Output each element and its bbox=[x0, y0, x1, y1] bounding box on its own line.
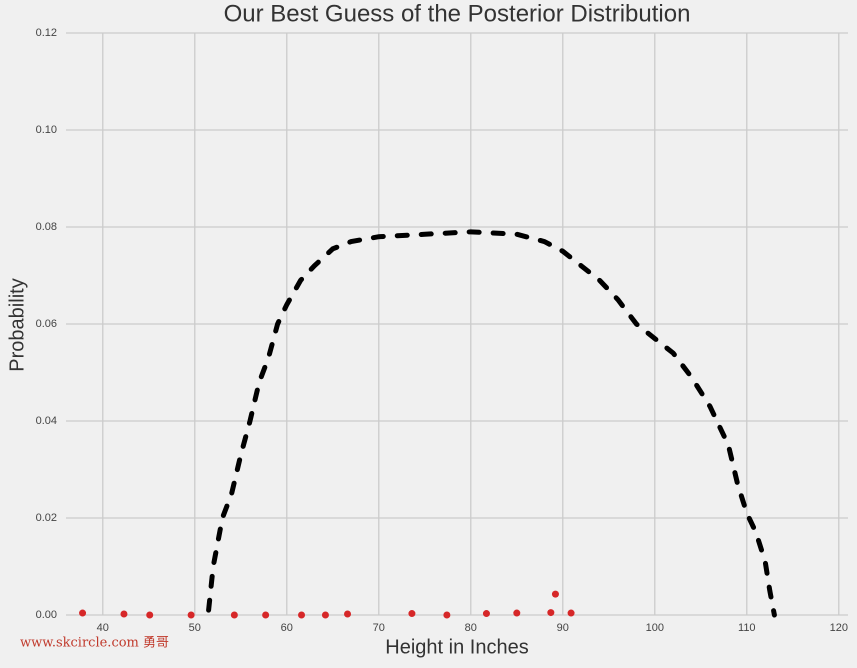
x-tick-label: 70 bbox=[373, 622, 385, 634]
data-point bbox=[567, 609, 575, 617]
data-point bbox=[120, 610, 128, 618]
y-tick-label: 0.00 bbox=[36, 609, 57, 621]
y-tick-label: 0.06 bbox=[36, 318, 57, 330]
x-tick-label: 50 bbox=[189, 622, 201, 634]
data-point bbox=[547, 609, 555, 617]
data-point bbox=[146, 611, 154, 619]
x-tick-label: 110 bbox=[738, 622, 756, 634]
data-point bbox=[482, 610, 490, 618]
data-point bbox=[79, 609, 87, 617]
y-axis-label: Probability bbox=[6, 278, 28, 371]
y-tick-label: 0.08 bbox=[36, 221, 57, 233]
x-tick-label: 120 bbox=[830, 622, 848, 634]
data-point bbox=[551, 590, 559, 598]
watermark: www.skcircle.com 勇哥 bbox=[20, 636, 169, 651]
y-tick-label: 0.10 bbox=[36, 124, 57, 136]
x-tick-label: 60 bbox=[281, 622, 293, 634]
chart-title: Our Best Guess of the Posterior Distribu… bbox=[224, 0, 691, 27]
data-point bbox=[344, 610, 352, 618]
x-tick-label: 80 bbox=[465, 622, 477, 634]
data-point bbox=[408, 610, 416, 618]
data-point bbox=[187, 611, 195, 619]
x-tick-label: 40 bbox=[97, 622, 109, 634]
data-point bbox=[298, 611, 306, 619]
data-point bbox=[262, 611, 270, 619]
y-tick-label: 0.02 bbox=[36, 512, 57, 524]
x-tick-label: 90 bbox=[557, 622, 569, 634]
data-point bbox=[443, 611, 451, 619]
x-axis-label: Height in Inches bbox=[385, 636, 528, 658]
x-tick-label: 100 bbox=[646, 622, 664, 634]
y-tick-label: 0.12 bbox=[36, 27, 57, 39]
y-tick-label: 0.04 bbox=[36, 415, 57, 427]
data-point bbox=[230, 611, 238, 619]
data-point bbox=[321, 611, 329, 619]
data-point bbox=[513, 609, 521, 617]
posterior-line bbox=[206, 229, 777, 618]
